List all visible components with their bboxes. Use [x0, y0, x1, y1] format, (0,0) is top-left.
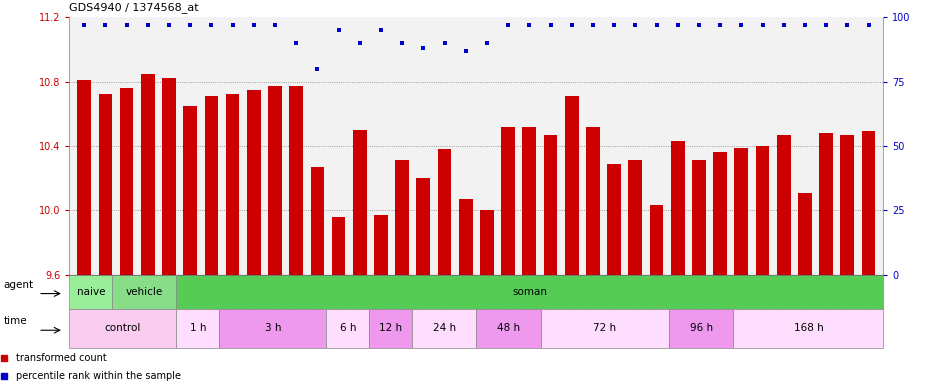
Bar — [756, 146, 770, 275]
Bar — [565, 96, 579, 275]
Bar — [112, 275, 177, 309]
Text: GDS4940 / 1374568_at: GDS4940 / 1374568_at — [69, 3, 199, 13]
Text: 96 h: 96 h — [690, 323, 713, 333]
Bar — [798, 192, 812, 275]
Bar — [459, 199, 473, 275]
Bar — [777, 135, 791, 275]
Bar — [586, 127, 599, 275]
Bar — [177, 309, 219, 348]
Bar — [692, 161, 706, 275]
Bar — [99, 94, 112, 275]
Bar — [219, 309, 327, 348]
Bar — [247, 89, 261, 275]
Text: vehicle: vehicle — [126, 287, 163, 297]
Text: naive: naive — [77, 287, 105, 297]
Bar — [608, 164, 621, 275]
Bar — [413, 309, 476, 348]
Bar — [311, 167, 325, 275]
Bar — [268, 86, 282, 275]
Bar — [119, 88, 133, 275]
Bar — [862, 131, 875, 275]
Bar — [69, 275, 112, 309]
Text: control: control — [105, 323, 142, 333]
Text: 72 h: 72 h — [593, 323, 616, 333]
Bar — [671, 141, 684, 275]
Bar — [141, 74, 154, 275]
Bar — [628, 161, 642, 275]
Bar — [649, 205, 663, 275]
Bar — [476, 309, 540, 348]
Bar — [353, 130, 366, 275]
Bar — [327, 309, 369, 348]
Bar — [438, 149, 451, 275]
Bar — [374, 215, 388, 275]
Text: 12 h: 12 h — [379, 323, 402, 333]
Bar — [69, 309, 177, 348]
Text: time: time — [4, 316, 27, 326]
Text: 6 h: 6 h — [339, 323, 356, 333]
Bar — [841, 135, 854, 275]
Text: 48 h: 48 h — [497, 323, 520, 333]
Bar — [78, 80, 91, 275]
Bar — [734, 147, 748, 275]
Text: percentile rank within the sample: percentile rank within the sample — [16, 371, 181, 381]
Bar — [523, 127, 536, 275]
Bar — [290, 86, 303, 275]
Bar — [204, 96, 218, 275]
Bar — [369, 309, 413, 348]
Bar — [669, 309, 734, 348]
Bar — [544, 135, 558, 275]
Bar — [332, 217, 345, 275]
Text: 24 h: 24 h — [433, 323, 456, 333]
Bar — [501, 127, 515, 275]
Bar — [416, 178, 430, 275]
Bar — [177, 275, 883, 309]
Bar — [183, 106, 197, 275]
Text: agent: agent — [4, 280, 33, 290]
Text: 3 h: 3 h — [265, 323, 281, 333]
Bar — [226, 94, 240, 275]
Bar — [395, 161, 409, 275]
Bar — [480, 210, 494, 275]
Bar — [713, 152, 727, 275]
Bar — [734, 309, 883, 348]
Text: 1 h: 1 h — [190, 323, 206, 333]
Bar — [540, 309, 669, 348]
Bar — [162, 78, 176, 275]
Bar — [820, 133, 833, 275]
Text: soman: soman — [512, 287, 548, 297]
Text: 168 h: 168 h — [794, 323, 823, 333]
Text: transformed count: transformed count — [16, 353, 106, 363]
